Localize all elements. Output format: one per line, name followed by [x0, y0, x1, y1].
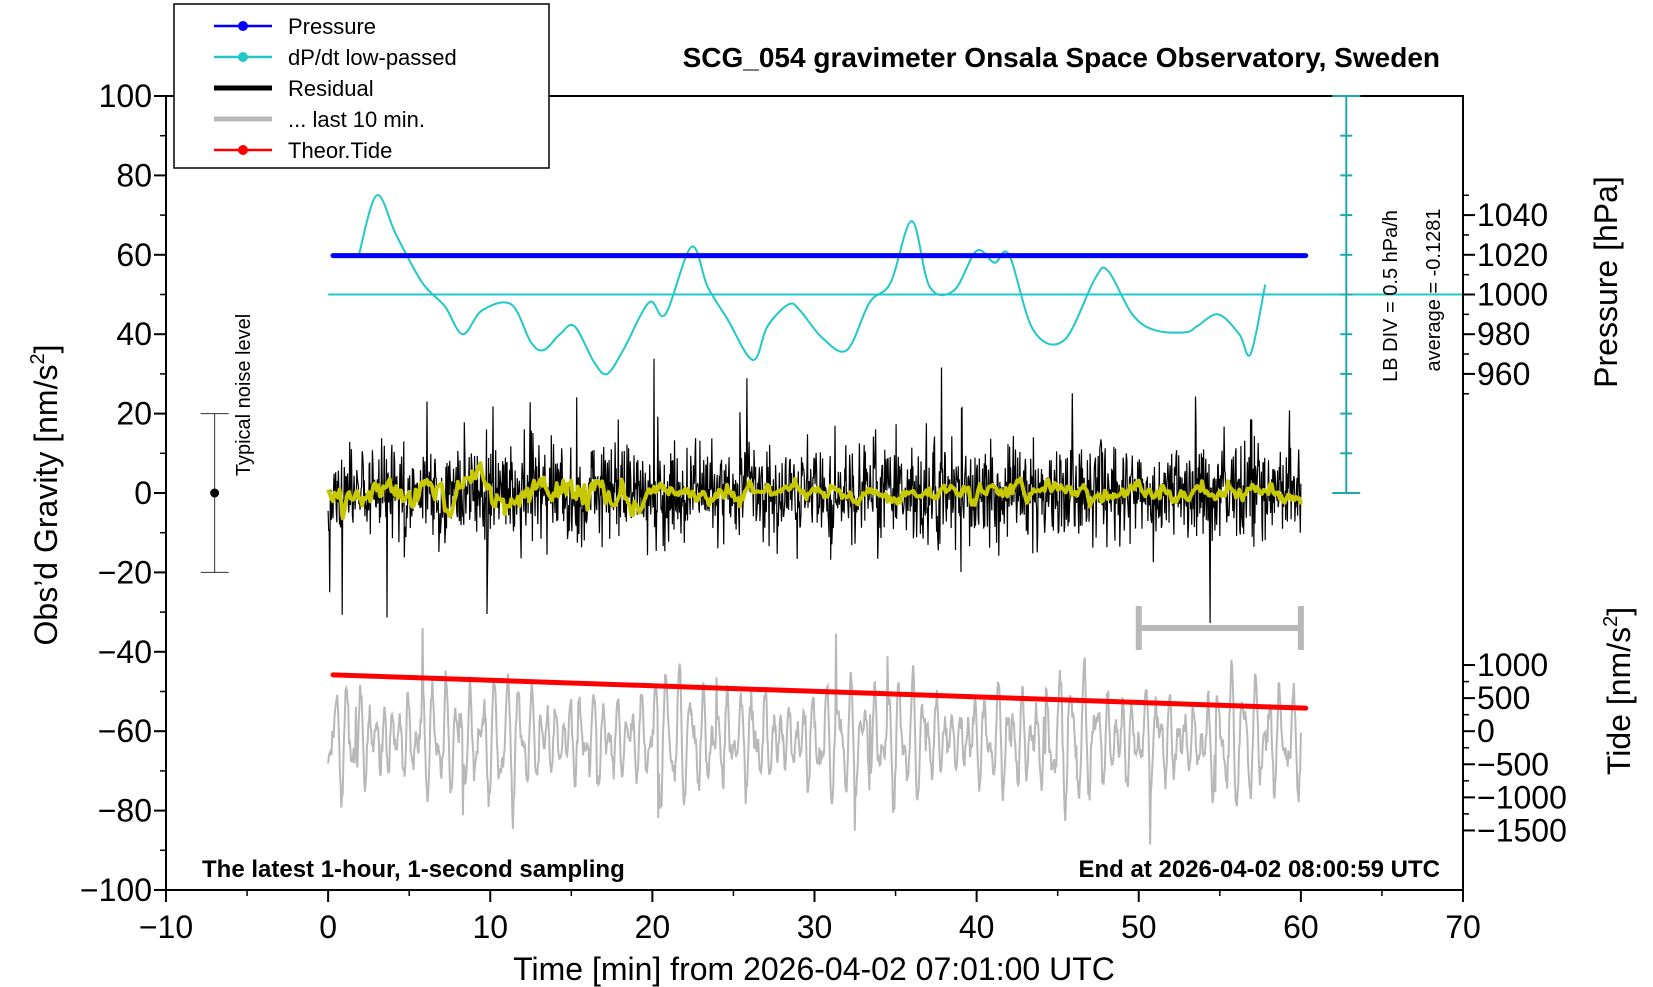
tide-tick-label: −1000: [1477, 779, 1567, 815]
y-tick-label: −100: [80, 872, 152, 908]
y-tick-label: 100: [99, 78, 152, 114]
noise-level-label: Typical noise level: [233, 314, 255, 476]
y-axis-label-pressure: Pressure [hPa]: [1588, 176, 1624, 388]
pressure-tick-label: 1040: [1477, 197, 1548, 233]
tide-label-main: Tide [nm/s: [1601, 627, 1637, 775]
pressure-tick-label: 1000: [1477, 277, 1548, 313]
legend-entries: Pressure dP/dt low-passed Residual ... last…: [214, 14, 457, 163]
tide-tick-label: −1500: [1477, 812, 1567, 848]
y-tick-label: −40: [98, 634, 152, 670]
caption-end-time: End at 2026-04-02 08:00:59 UTC: [1079, 856, 1441, 883]
x-tick-label: 20: [635, 909, 671, 945]
pressure-tick-label: 1020: [1477, 237, 1548, 273]
y-label-main: Obs’d Gravity [nm/s: [28, 365, 64, 646]
x-tick-label: 40: [959, 909, 995, 945]
tide-label-sup: 2: [1600, 616, 1622, 627]
lb-div-scale: [1332, 95, 1361, 494]
y-axis-label-gravity: Obs’d Gravity [nm/s2]: [27, 345, 64, 646]
y-axis-label-tide: Tide [nm/s2]: [1600, 607, 1637, 775]
x-tick-label: 30: [797, 909, 833, 945]
y-tick-label: 80: [116, 157, 152, 193]
pressure-tick-label: 960: [1477, 356, 1530, 392]
x-tick-label: 50: [1121, 909, 1157, 945]
series-residual-smoothed: [326, 460, 1303, 521]
y-axis-gravity: −100 −80 −60 −40 −20 0 20 40 60 80 100: [80, 78, 166, 908]
series-dpdt-low-passed: [357, 194, 1267, 376]
x-tick-label: 0: [319, 909, 337, 945]
caption-sampling: The latest 1-hour, 1-second sampling: [202, 856, 625, 883]
average-label: average = -0.1281: [1423, 209, 1445, 372]
legend-swatch-marker: [238, 52, 248, 62]
noise-bar-dot: [210, 488, 220, 498]
x-tick-label: −10: [139, 909, 193, 945]
legend-swatch-marker: [238, 145, 248, 155]
legend-label: Theor.Tide: [288, 138, 392, 163]
ten-minute-scale-bar: [1135, 605, 1304, 650]
x-tick-label: 70: [1445, 909, 1481, 945]
pressure-tick-label: 980: [1477, 316, 1530, 352]
y-tick-label: 60: [116, 237, 152, 273]
chart-title: SCG_054 gravimeter Onsala Space Observat…: [683, 42, 1440, 73]
x-tick-label: 60: [1283, 909, 1319, 945]
legend-label: ... last 10 min.: [288, 107, 425, 132]
tide-tick-label: 500: [1477, 680, 1530, 716]
y-tick-label: 0: [134, 475, 152, 511]
noise-level-bar: [200, 413, 229, 573]
tide-tick-label: −500: [1477, 746, 1549, 782]
legend-swatch-marker: [238, 21, 248, 31]
legend-label: Pressure: [288, 14, 376, 39]
legend-label: Residual: [288, 76, 374, 101]
lb-div-label: LB DIV = 0.5 hPa/h: [1380, 210, 1402, 382]
x-tick-label: 10: [472, 909, 508, 945]
y-tick-label: −60: [98, 713, 152, 749]
x-axis-label: Time [min] from 2026-04-02 07:01:00 UTC: [513, 951, 1115, 987]
y-tick-label: −20: [98, 554, 152, 590]
y-tick-label: 20: [116, 396, 152, 432]
series-last-10-min: [327, 627, 1302, 845]
series-layer: [326, 194, 1463, 845]
tide-tick-label: 0: [1477, 713, 1495, 749]
y-tick-label: −80: [98, 793, 152, 829]
y-tick-label: 40: [116, 316, 152, 352]
x-axis: −10 0 10 20 30 40 50 60 70: [139, 890, 1481, 945]
y-label-close: ]: [28, 345, 64, 354]
tide-tick-label: 1000: [1477, 647, 1548, 683]
legend: Pressure dP/dt low-passed Residual ... last…: [173, 3, 550, 169]
series-theor-tide: [330, 672, 1309, 711]
legend-label: dP/dt low-passed: [288, 45, 457, 70]
y-label-sup: 2: [27, 353, 49, 364]
tide-label-close: ]: [1601, 607, 1637, 616]
